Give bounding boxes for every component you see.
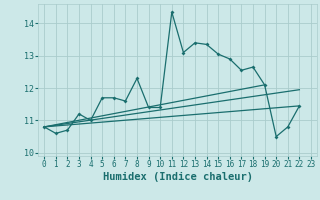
- X-axis label: Humidex (Indice chaleur): Humidex (Indice chaleur): [103, 172, 252, 182]
